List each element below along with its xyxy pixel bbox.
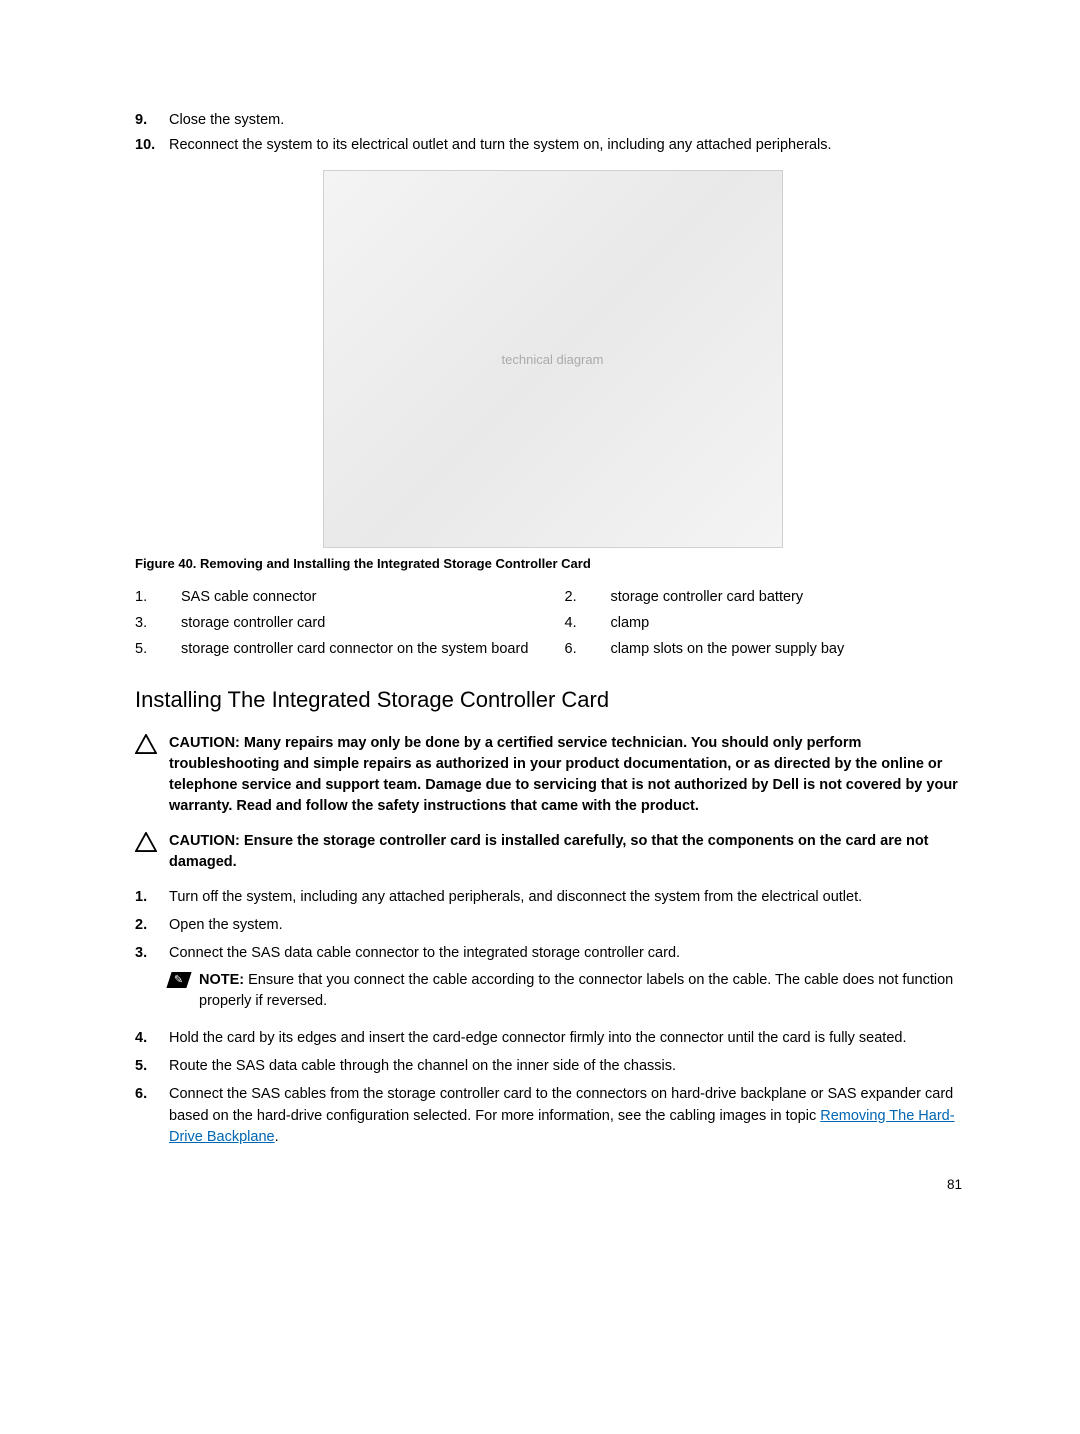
note-body: Ensure that you connect the cable accord… [199, 972, 953, 1009]
legend-text: clamp slots on the power supply bay [611, 641, 971, 657]
step-text: Close the system. [169, 110, 970, 131]
legend-num: 1. [135, 589, 181, 605]
caution-block: CAUTION: Ensure the storage controller c… [135, 831, 970, 873]
procedure-step-number: 4. [135, 1028, 169, 1050]
caution-text: CAUTION: Ensure the storage controller c… [169, 831, 970, 873]
procedure-step-body: Open the system. [169, 915, 970, 937]
procedure-list: 1. Turn off the system, including any at… [135, 887, 970, 1149]
legend-item: 2. storage controller card battery [565, 589, 971, 605]
procedure-step: 3. Connect the SAS data cable connector … [135, 943, 970, 1023]
procedure-step-number: 5. [135, 1056, 169, 1078]
legend-text: clamp [611, 615, 971, 631]
legend-item: 4. clamp [565, 615, 971, 631]
procedure-step-text: Connect the SAS data cable connector to … [169, 945, 680, 961]
procedure-step-body: Hold the card by its edges and insert th… [169, 1028, 970, 1050]
figure-container: technical diagram [135, 170, 970, 548]
procedure-step: 5. Route the SAS data cable through the … [135, 1056, 970, 1078]
procedure-step: 1. Turn off the system, including any at… [135, 887, 970, 909]
continuing-steps-list: 9. Close the system. 10. Reconnect the s… [135, 110, 970, 156]
legend-text: SAS cable connector [181, 589, 541, 605]
figure-diagram-placeholder: technical diagram [323, 170, 783, 548]
procedure-step-text: Hold the card by its edges and insert th… [169, 1030, 906, 1046]
caution-block: CAUTION: Many repairs may only be done b… [135, 733, 970, 817]
procedure-step-number: 6. [135, 1084, 169, 1149]
caution-icon [135, 831, 169, 852]
procedure-step: 6. Connect the SAS cables from the stora… [135, 1084, 970, 1149]
note-text: NOTE: Ensure that you connect the cable … [199, 970, 970, 1012]
step-item: 10. Reconnect the system to its electric… [135, 135, 970, 156]
legend-text: storage controller card battery [611, 589, 971, 605]
page-number: 81 [947, 1177, 962, 1192]
procedure-step-text: Turn off the system, including any attac… [169, 889, 862, 905]
step-number: 9. [135, 110, 169, 131]
legend-text: storage controller card connector on the… [181, 641, 541, 657]
legend-num: 4. [565, 615, 611, 631]
legend-item: 1. SAS cable connector [135, 589, 541, 605]
procedure-step-text: Route the SAS data cable through the cha… [169, 1058, 676, 1074]
procedure-step-number: 1. [135, 887, 169, 909]
procedure-step-text: Open the system. [169, 917, 283, 933]
legend-item: 5. storage controller card connector on … [135, 641, 541, 657]
procedure-step: 2. Open the system. [135, 915, 970, 937]
figure-placeholder-label: technical diagram [502, 352, 604, 367]
legend-text: storage controller card [181, 615, 541, 631]
legend-item: 6. clamp slots on the power supply bay [565, 641, 971, 657]
caution-text: CAUTION: Many repairs may only be done b… [169, 733, 970, 817]
legend-num: 6. [565, 641, 611, 657]
step-item: 9. Close the system. [135, 110, 970, 131]
procedure-step-number: 2. [135, 915, 169, 937]
legend-num: 5. [135, 641, 181, 657]
note-label: NOTE: [199, 972, 244, 988]
legend-item: 3. storage controller card [135, 615, 541, 631]
procedure-step: 4. Hold the card by its edges and insert… [135, 1028, 970, 1050]
figure-legend: 1. SAS cable connector 2. storage contro… [135, 589, 970, 657]
caution-icon [135, 733, 169, 754]
procedure-step-text-post: . [275, 1129, 279, 1145]
procedure-step-body: Turn off the system, including any attac… [169, 887, 970, 909]
section-title: Installing The Integrated Storage Contro… [135, 687, 970, 713]
figure-caption: Figure 40. Removing and Installing the I… [135, 556, 970, 571]
procedure-step-number: 3. [135, 943, 169, 1023]
note-block: ✎ NOTE: Ensure that you connect the cabl… [169, 970, 970, 1012]
step-number: 10. [135, 135, 169, 156]
legend-num: 2. [565, 589, 611, 605]
procedure-step-body: Route the SAS data cable through the cha… [169, 1056, 970, 1078]
procedure-step-body: Connect the SAS data cable connector to … [169, 943, 970, 1023]
legend-num: 3. [135, 615, 181, 631]
procedure-step-body: Connect the SAS cables from the storage … [169, 1084, 970, 1149]
step-text: Reconnect the system to its electrical o… [169, 135, 970, 156]
note-icon: ✎ [169, 970, 199, 988]
